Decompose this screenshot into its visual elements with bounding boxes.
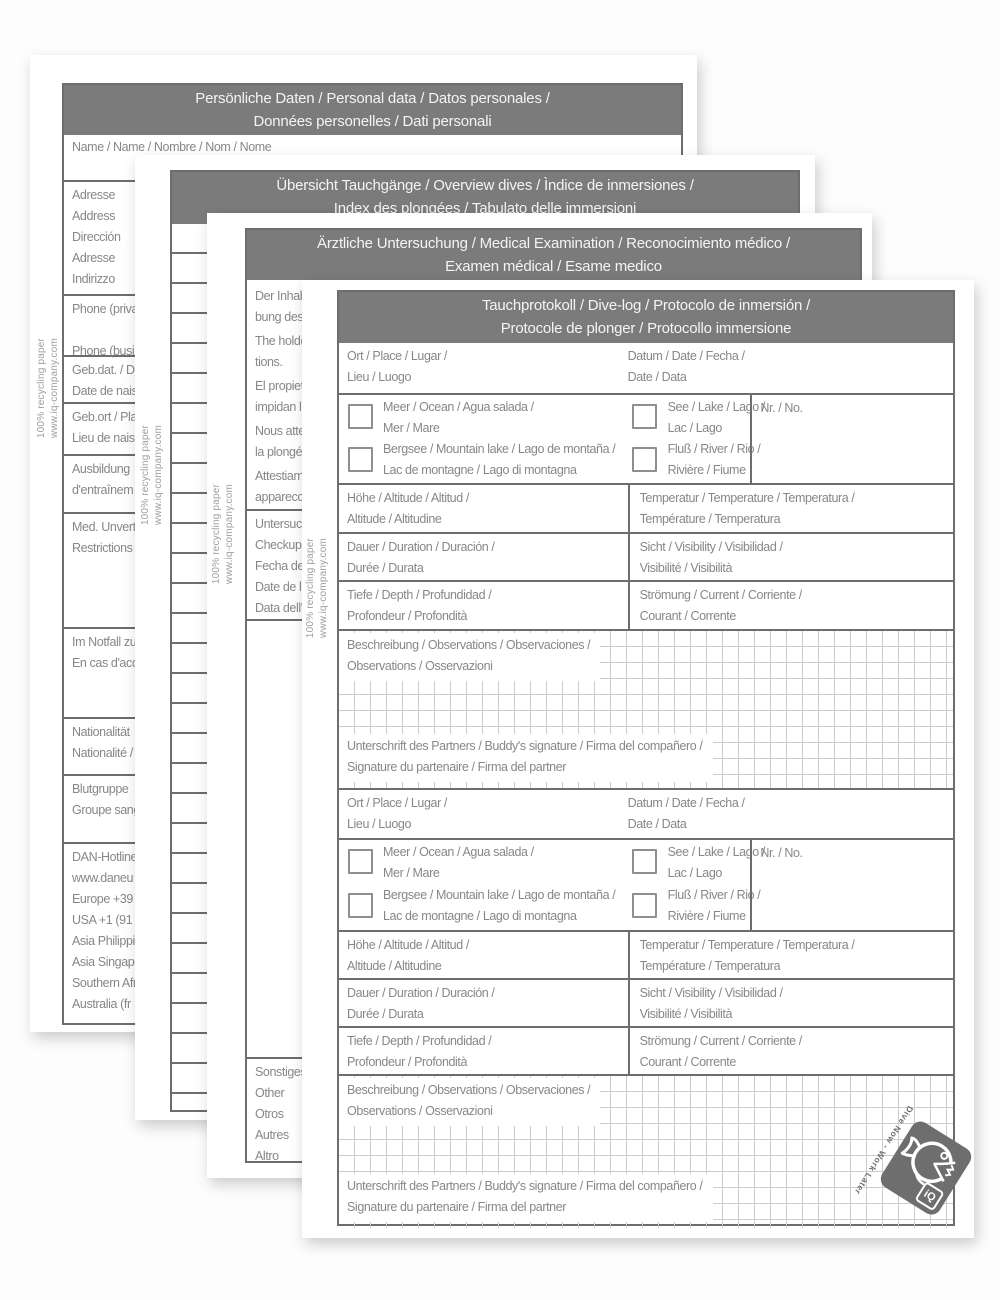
iq-logo-badge: iQ xyxy=(877,1117,975,1219)
name-field-label: Name / Name / Nombre / Nom / Nome xyxy=(72,140,272,154)
declaration-german: Der Inhab bung des xyxy=(255,289,307,324)
mountain-lake-label: Bergsee / Mountain lake / Lago de montañ… xyxy=(383,442,616,477)
mountain-lake-checkbox xyxy=(348,893,373,918)
place-date-row: Ort / Place / Lugar / Lieu / Luogo Datum… xyxy=(339,343,953,393)
lake-label: See / Lake / Lago / Lac / Lago xyxy=(667,400,766,435)
altitude-field-label: Höhe / Altitude / Altitud / Altitude / A… xyxy=(347,491,469,526)
lake-checkbox xyxy=(631,849,657,874)
temperature-field-label: Temperatur / Temperature / Temperatura /… xyxy=(639,938,855,973)
place-field-label: Ort / Place / Lugar / Lieu / Luogo xyxy=(347,796,447,831)
recycled-paper-line1: 100% recycling paper xyxy=(211,483,222,585)
temperature-field-label: Temperatur / Temperature / Temperatura /… xyxy=(639,491,855,526)
depth-field-label: Tiefe / Depth / Profundidad / Profondeur… xyxy=(347,1034,492,1069)
observations-row: Beschreibung / Observations / Observacio… xyxy=(339,1074,953,1228)
iq-logo: Dive Now - Work Later iQ xyxy=(841,1097,993,1249)
altitude-field-label: Höhe / Altitude / Altitud / Altitude / A… xyxy=(347,938,469,973)
column-divider xyxy=(627,932,630,978)
personal-data-header: Persönliche Daten / Personal data / Dato… xyxy=(64,85,681,135)
water-type-row: Meer / Ocean / Agua salada / Mer / Mare … xyxy=(339,838,953,930)
ocean-checkbox xyxy=(348,404,373,429)
dive-number-label: Nr. / No. xyxy=(760,846,803,860)
lake-label: See / Lake / Lago / Lac / Lago xyxy=(667,845,766,880)
dive-log-form: Tauchprotokoll / Dive-log / Protocolo de… xyxy=(337,290,955,1228)
depth-current-row: Tiefe / Depth / Profundidad / Profondeur… xyxy=(339,1026,953,1074)
date-field-label: Datum / Date / Fecha / Date / Data xyxy=(627,349,745,384)
river-label: Fluß / River / Rio / Rivière / Fiume xyxy=(667,442,761,477)
visibility-field-label: Sicht / Visibility / Visibilidad / Visib… xyxy=(639,986,783,1021)
recycled-paper-line1: 100% recycling paper xyxy=(140,424,151,526)
medical-title-line2: Examen médical / Esame medico xyxy=(445,258,662,275)
duration-visibility-row: Dauer / Duration / Duración / Durée / Du… xyxy=(339,532,953,580)
mountain-lake-checkbox xyxy=(348,447,373,472)
recycled-paper-note: 100% recycling paper www.iq-company.com xyxy=(139,405,165,545)
personal-data-title-line1: Persönliche Daten / Personal data / Dato… xyxy=(195,90,550,107)
dive-entry-1: Ort / Place / Lugar / Lieu / Luogo Datum… xyxy=(339,343,953,788)
observations-field-label: Beschreibung / Observations / Observacio… xyxy=(339,1078,601,1126)
visibility-field-label: Sicht / Visibility / Visibilidad / Visib… xyxy=(639,540,783,575)
buddy-signature-field-label: Unterschrift des Partners / Buddy's sign… xyxy=(339,734,713,782)
fish-icon xyxy=(900,1136,956,1186)
current-field-label: Strömung / Current / Corriente / Courant… xyxy=(639,1034,803,1069)
column-divider xyxy=(627,980,630,1026)
recycled-paper-line2: www.iq-company.com xyxy=(49,337,60,439)
declaration-italian: Attestiam apparecc xyxy=(255,469,304,504)
depth-current-row: Tiefe / Depth / Profundidad / Profondeur… xyxy=(339,580,953,629)
declaration-spanish: El propiet impidan ll xyxy=(255,379,304,414)
observations-row: Beschreibung / Observations / Observacio… xyxy=(339,629,953,788)
dive-number-label: Nr. / No. xyxy=(760,401,803,415)
recycled-paper-note: 100% recycling paper www.iq-company.com xyxy=(304,518,330,658)
ocean-label: Meer / Ocean / Agua salada / Mer / Mare xyxy=(383,400,534,435)
lake-checkbox xyxy=(631,404,657,429)
recycled-paper-note: 100% recycling paper www.iq-company.com xyxy=(210,464,236,604)
recycled-paper-line1: 100% recycling paper xyxy=(36,337,47,439)
column-divider xyxy=(627,485,630,532)
declaration-english: The holde tions. xyxy=(255,334,307,369)
buddy-signature-field-label: Unterschrift des Partners / Buddy's sign… xyxy=(339,1174,713,1222)
river-checkbox xyxy=(631,447,657,472)
depth-field-label: Tiefe / Depth / Profundidad / Profondeur… xyxy=(347,588,492,623)
personal-data-title-line2: Données personelles / Dati personali xyxy=(253,113,492,130)
name-row: Name / Name / Nombre / Nom / Nome xyxy=(64,135,681,180)
column-divider xyxy=(627,534,630,580)
river-label: Fluß / River / Rio / Rivière / Fiume xyxy=(667,888,761,923)
column-divider xyxy=(627,582,630,629)
recycled-paper-line1: 100% recycling paper xyxy=(305,537,316,639)
altitude-temperature-row: Höhe / Altitude / Altitud / Altitude / A… xyxy=(339,930,953,978)
overview-title-line1: Übersicht Tauchgänge / Overview dives / … xyxy=(276,177,694,194)
dan-hotline-label: DAN-Hotline www.daneu Europe +39 USA +1 … xyxy=(72,850,141,1011)
dive-log-header: Tauchprotokoll / Dive-log / Protocolo de… xyxy=(339,292,953,343)
medical-title-line1: Ärztliche Untersuchung / Medical Examina… xyxy=(317,235,790,252)
recycled-paper-line2: www.iq-company.com xyxy=(318,537,329,639)
duration-field-label: Dauer / Duration / Duración / Durée / Du… xyxy=(347,986,495,1021)
page-dive-log: 100% recycling paper www.iq-company.com … xyxy=(302,280,975,1238)
dive-entry-2: Ort / Place / Lugar / Lieu / Luogo Datum… xyxy=(339,788,953,1228)
dive-number-divider xyxy=(750,840,753,930)
current-field-label: Strömung / Current / Corriente / Courant… xyxy=(639,588,803,623)
medical-exam-header: Ärztliche Untersuchung / Medical Examina… xyxy=(247,230,860,280)
column-divider xyxy=(627,1028,630,1074)
place-field-label: Ort / Place / Lugar / Lieu / Luogo xyxy=(347,349,447,384)
overview-title-line2: Index des plongées / Tabulato delle imme… xyxy=(333,200,637,217)
water-type-row: Meer / Ocean / Agua salada / Mer / Mare … xyxy=(339,393,953,483)
declaration-french: Nous atte la plongé xyxy=(255,424,305,459)
altitude-temperature-row: Höhe / Altitude / Altitud / Altitude / A… xyxy=(339,483,953,532)
observations-field-label: Beschreibung / Observations / Observacio… xyxy=(339,633,601,681)
dive-log-title-line2: Protocole de plonger / Protocollo immers… xyxy=(500,320,792,337)
ocean-label: Meer / Ocean / Agua salada / Mer / Mare xyxy=(383,845,534,880)
place-date-row: Ort / Place / Lugar / Lieu / Luogo Datum… xyxy=(339,788,953,838)
dive-log-title-line1: Tauchprotokoll / Dive-log / Protocolo de… xyxy=(481,297,811,314)
dive-number-divider xyxy=(750,395,753,483)
recycled-paper-note: 100% recycling paper www.iq-company.com xyxy=(35,318,61,458)
duration-visibility-row: Dauer / Duration / Duración / Durée / Du… xyxy=(339,978,953,1026)
medical-declaration-text: Der Inhab bung des The holde tions. El p… xyxy=(247,280,377,509)
ocean-checkbox xyxy=(348,849,373,874)
duration-field-label: Dauer / Duration / Duración / Durée / Du… xyxy=(347,540,495,575)
river-checkbox xyxy=(631,893,657,918)
mountain-lake-label: Bergsee / Mountain lake / Lago de montañ… xyxy=(383,888,616,923)
personal-left-column: Adresse Address Dirección Adresse Indiri… xyxy=(64,180,239,1029)
recycled-paper-line2: www.iq-company.com xyxy=(153,424,164,526)
recycled-paper-line2: www.iq-company.com xyxy=(224,483,235,585)
date-field-label: Datum / Date / Fecha / Date / Data xyxy=(627,796,745,831)
